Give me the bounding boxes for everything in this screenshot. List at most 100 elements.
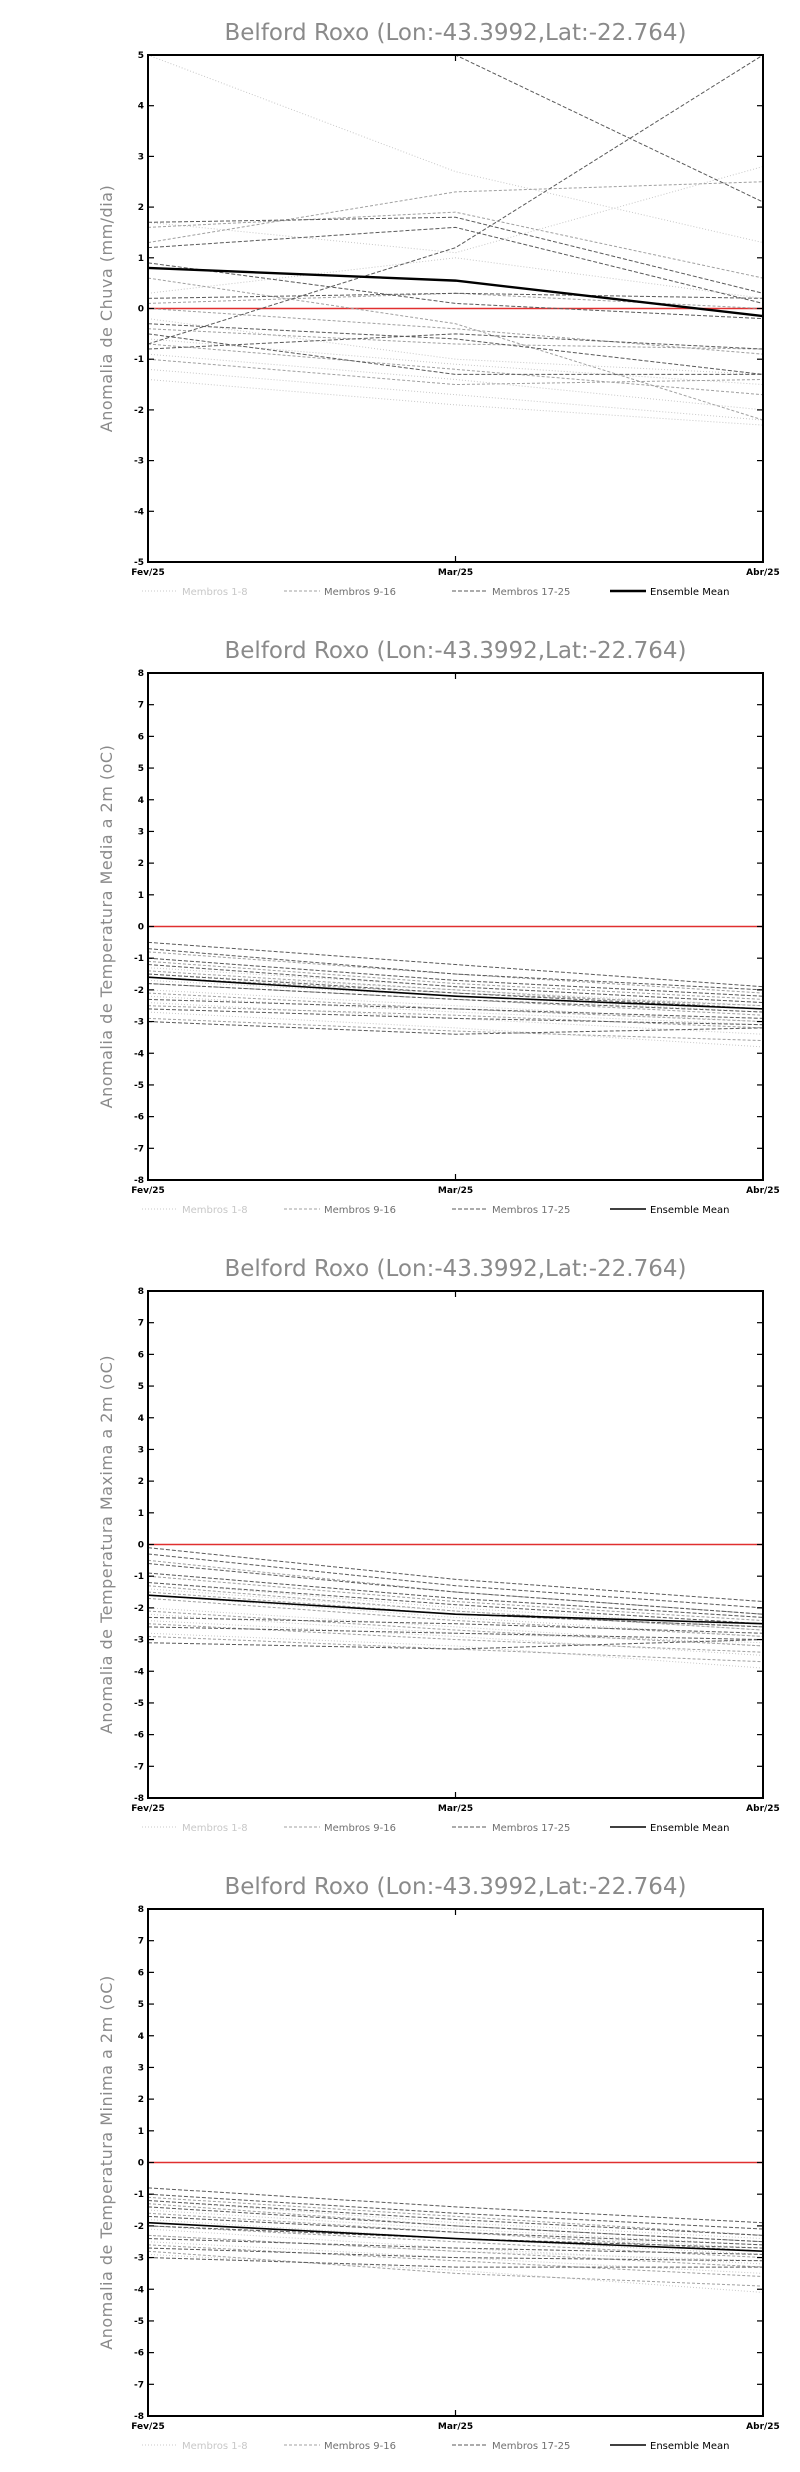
chart-title: Belford Roxo (Lon:-43.3992,Lat:-22.764) [225, 638, 687, 664]
series-line-member-25 [148, 1021, 763, 1035]
y-tick-label: 4 [138, 102, 144, 112]
y-tick-label: 6 [138, 732, 144, 742]
y-axis-label: Anomalia de Temperatura Minima a 2m (oC) [97, 1975, 116, 2349]
y-tick-label: 5 [138, 51, 144, 61]
legend-label: Ensemble Mean [650, 1205, 729, 1216]
y-tick-label: -2 [134, 986, 144, 996]
y-tick-label: 4 [138, 2032, 144, 2042]
y-tick-label: 0 [138, 1541, 144, 1551]
y-tick-label: -7 [134, 1762, 144, 1772]
series-line-member-10 [148, 970, 763, 1010]
legend-entry-2: Membros 9-16 [284, 1205, 396, 1216]
y-tick-label: -4 [134, 1667, 144, 1677]
legend-label: Membros 1-8 [182, 1205, 248, 1216]
y-tick-label: -6 [134, 1113, 144, 1123]
series-line-member-4 [148, 1002, 763, 1035]
y-tick-label: 3 [138, 1445, 144, 1455]
legend-label: Membros 1-8 [182, 2441, 248, 2452]
series-line-member-17 [148, 2187, 763, 2224]
series-line-ensemble-mean [148, 2221, 763, 2253]
series-line-member-11 [148, 2225, 763, 2259]
y-tick-label: -5 [134, 2317, 144, 2327]
series-line-member-12 [148, 2234, 763, 2268]
y-tick-label: 7 [138, 701, 144, 711]
series-line-member-8 [148, 1588, 763, 1631]
y-tick-label: -3 [134, 457, 144, 467]
legend-entry-3: Membros 17-25 [452, 587, 570, 598]
series-line-member-14 [148, 1017, 763, 1042]
x-tick-label: Fev/25 [131, 1186, 165, 1196]
y-tick-label: -7 [134, 2380, 144, 2390]
y-tick-label: 2 [138, 203, 144, 213]
series-line-member-18 [148, 1553, 763, 1609]
series-line-member-3 [148, 989, 763, 1023]
chart-panel-1: Belford Roxo (Lon:-43.3992,Lat:-22.764) A… [97, 20, 780, 598]
legend-entry-3: Membros 17-25 [452, 1823, 570, 1834]
series-line-member-25 [454, 55, 763, 203]
series-line-member-16 [148, 1591, 763, 1628]
y-tick-label: 8 [138, 669, 144, 679]
x-tick-label: Abr/25 [746, 1186, 780, 1196]
series-line-member-18 [148, 226, 763, 304]
series-line-member-20 [148, 2206, 763, 2243]
y-tick-label: 1 [138, 1509, 144, 1519]
series-line-member-21 [148, 2215, 763, 2246]
series-line-ensemble-mean [148, 1594, 763, 1625]
series-line-member-2 [148, 979, 763, 1013]
chart-title: Belford Roxo (Lon:-43.3992,Lat:-22.764) [225, 1874, 687, 1900]
series-line-member-20 [148, 964, 763, 1004]
y-tick-label: -4 [134, 507, 144, 517]
y-tick-label: 8 [138, 1905, 144, 1915]
y-tick-label: 0 [138, 923, 144, 933]
series-line-member-20 [148, 1572, 763, 1618]
series-line-member-1 [148, 55, 763, 244]
y-tick-label: -5 [134, 558, 144, 568]
y-tick-label: -8 [134, 1794, 144, 1804]
y-tick-label: -2 [134, 1604, 144, 1614]
y-tick-label: 4 [138, 796, 144, 806]
series-line-member-23 [148, 1616, 763, 1634]
series-line-member-9 [148, 1575, 763, 1622]
series-line-member-22 [148, 983, 763, 1013]
y-tick-label: -2 [134, 2222, 144, 2232]
legend-label: Membros 1-8 [182, 1823, 248, 1834]
y-tick-label: -1 [134, 355, 144, 365]
y-tick-label: 5 [138, 2000, 144, 2010]
series-line-member-12 [148, 328, 763, 350]
series-line-member-25 [148, 2257, 763, 2268]
series-group [148, 941, 763, 1048]
y-tick-label: -4 [134, 1049, 144, 1059]
series-line-member-11 [148, 1597, 763, 1637]
series-group [148, 55, 763, 426]
series-line-member-13 [148, 343, 763, 396]
y-tick-label: 5 [138, 1382, 144, 1392]
x-tick-label: Fev/25 [131, 2422, 165, 2432]
series-line-member-17 [148, 1547, 763, 1603]
series-line-member-5 [148, 1011, 763, 1048]
series-line-member-21 [148, 973, 763, 1010]
legend-label: Ensemble Mean [650, 2441, 729, 2452]
y-tick-label: -4 [134, 2285, 144, 2295]
y-tick-label: -6 [134, 2349, 144, 2359]
y-tick-label: -1 [134, 2190, 144, 2200]
series-line-member-5 [148, 2253, 763, 2293]
y-tick-label: -3 [134, 2254, 144, 2264]
series-line-member-25 [148, 1639, 763, 1650]
legend-label: Membros 9-16 [324, 587, 396, 598]
y-tick-label: 5 [138, 764, 144, 774]
series-line-member-12 [148, 1610, 763, 1647]
series-line-member-9 [148, 211, 763, 279]
x-tick-label: Mar/25 [438, 1804, 473, 1814]
series-line-member-20 [148, 292, 763, 299]
series-line-member-15 [148, 951, 763, 994]
series-line-member-13 [148, 2244, 763, 2278]
series-line-member-18 [148, 2193, 763, 2230]
series-line-member-19 [148, 957, 763, 997]
series-line-member-17 [148, 941, 763, 988]
y-tick-label: 3 [138, 2063, 144, 2073]
series-line-member-8 [148, 257, 763, 299]
y-tick-label: 1 [138, 254, 144, 264]
x-tick-label: Mar/25 [438, 568, 473, 578]
y-tick-label: -3 [134, 1636, 144, 1646]
series-line-member-13 [148, 1005, 763, 1029]
